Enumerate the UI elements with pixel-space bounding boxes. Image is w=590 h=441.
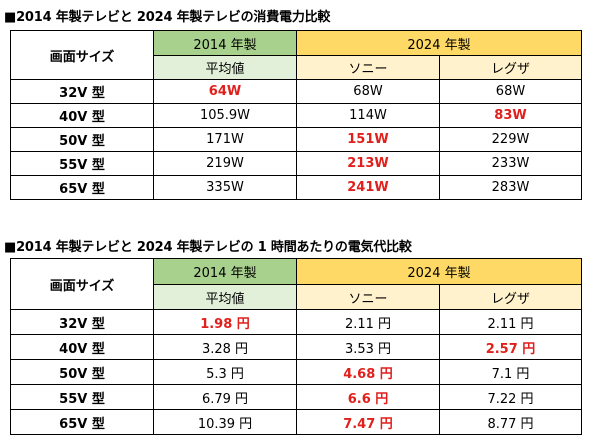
size-cell: 32V 型 <box>10 309 154 335</box>
year-2014-header: 2014 年製 <box>153 30 297 56</box>
avg-cell: 105.9W <box>153 103 297 128</box>
avg-cell: 5.3 円 <box>153 359 297 385</box>
size-cell: 50V 型 <box>10 359 154 385</box>
regza-cell: 2.57 円 <box>439 334 582 360</box>
size-cell: 65V 型 <box>10 175 154 200</box>
table-row: 65V 型 335W 241W 283W <box>10 175 582 200</box>
regza-cell: 233W <box>439 151 582 176</box>
table-row: 32V 型 64W 68W 68W <box>10 79 582 104</box>
table-row: 40V 型 3.28 円 3.53 円 2.57 円 <box>10 334 582 360</box>
avg-cell: 3.28 円 <box>153 334 297 360</box>
size-cell: 40V 型 <box>10 103 154 128</box>
regza-cell: 83W <box>439 103 582 128</box>
power-table-title: ■2014 年製テレビと 2024 年製テレビの消費電力比較 <box>4 10 331 25</box>
size-cell: 50V 型 <box>10 127 154 152</box>
avg-cell: 171W <box>153 127 297 152</box>
table-row: 40V 型 105.9W 114W 83W <box>10 103 582 128</box>
size-cell: 55V 型 <box>10 151 154 176</box>
size-cell: 65V 型 <box>10 409 154 435</box>
avg-cell: 64W <box>153 79 297 104</box>
regza-cell: 229W <box>439 127 582 152</box>
sony-cell: 7.47 円 <box>296 409 440 435</box>
sony-cell: 213W <box>296 151 440 176</box>
regza-cell: 7.1 円 <box>439 359 582 385</box>
electricity-cost-table: 画面サイズ 2014 年製 2024 年製 平均値 ソニー レグザ 32V 型 … <box>10 258 582 435</box>
sony-cell: 4.68 円 <box>296 359 440 385</box>
sony-cell: 241W <box>296 175 440 200</box>
avg-cell: 335W <box>153 175 297 200</box>
power-consumption-table: 画面サイズ 2014 年製 2024 年製 平均値 ソニー レグザ 32V 型 … <box>10 30 582 200</box>
average-header: 平均値 <box>153 55 297 80</box>
table-row: 55V 型 219W 213W 233W <box>10 151 582 176</box>
avg-cell: 10.39 円 <box>153 409 297 435</box>
regza-cell: 8.77 円 <box>439 409 582 435</box>
avg-cell: 219W <box>153 151 297 176</box>
sony-header: ソニー <box>296 284 440 310</box>
size-cell: 32V 型 <box>10 79 154 104</box>
regza-header: レグザ <box>439 284 582 310</box>
sony-cell: 3.53 円 <box>296 334 440 360</box>
avg-cell: 1.98 円 <box>153 309 297 335</box>
screen-size-header: 画面サイズ <box>10 258 154 310</box>
sony-cell: 6.6 円 <box>296 384 440 410</box>
regza-cell: 68W <box>439 79 582 104</box>
regza-header: レグザ <box>439 55 582 80</box>
table-row: 50V 型 171W 151W 229W <box>10 127 582 152</box>
avg-cell: 6.79 円 <box>153 384 297 410</box>
screen-size-header: 画面サイズ <box>10 30 154 80</box>
year-2024-header: 2024 年製 <box>296 258 582 285</box>
size-cell: 40V 型 <box>10 334 154 360</box>
sony-header: ソニー <box>296 55 440 80</box>
table-row: 50V 型 5.3 円 4.68 円 7.1 円 <box>10 359 582 385</box>
sony-cell: 68W <box>296 79 440 104</box>
average-header: 平均値 <box>153 284 297 310</box>
year-2024-header: 2024 年製 <box>296 30 582 56</box>
table-row: 65V 型 10.39 円 7.47 円 8.77 円 <box>10 409 582 435</box>
table-row: 55V 型 6.79 円 6.6 円 7.22 円 <box>10 384 582 410</box>
regza-cell: 2.11 円 <box>439 309 582 335</box>
sony-cell: 151W <box>296 127 440 152</box>
cost-table-title: ■2014 年製テレビと 2024 年製テレビの 1 時間あたりの電気代比較 <box>4 240 412 255</box>
sony-cell: 2.11 円 <box>296 309 440 335</box>
regza-cell: 7.22 円 <box>439 384 582 410</box>
regza-cell: 283W <box>439 175 582 200</box>
year-2014-header: 2014 年製 <box>153 258 297 285</box>
sony-cell: 114W <box>296 103 440 128</box>
table-row: 32V 型 1.98 円 2.11 円 2.11 円 <box>10 309 582 335</box>
size-cell: 55V 型 <box>10 384 154 410</box>
